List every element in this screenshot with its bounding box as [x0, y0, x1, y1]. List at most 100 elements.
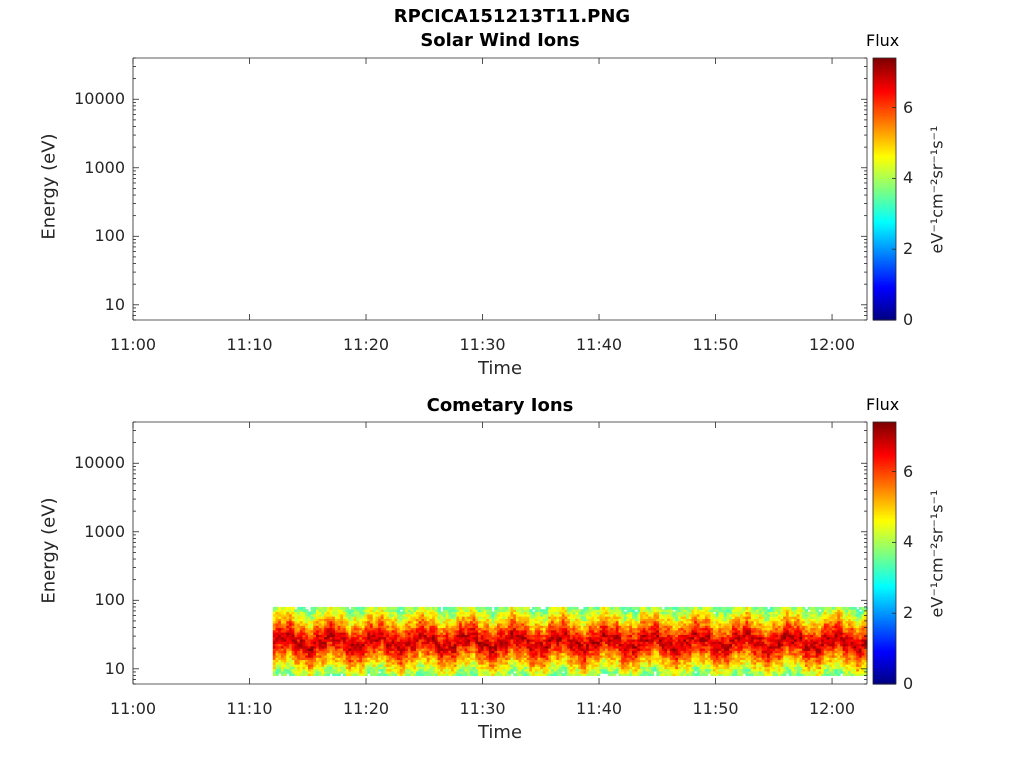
heatmap-cell — [548, 611, 552, 615]
heatmap-cell — [621, 661, 625, 665]
heatmap-cell — [553, 620, 557, 624]
heatmap-cell — [583, 609, 587, 613]
heatmap-cell — [326, 652, 331, 656]
heatmap-cell — [299, 664, 304, 667]
heatmap-cell — [275, 636, 279, 640]
heatmap-cell — [337, 618, 341, 622]
heatmap-cell — [575, 627, 579, 631]
heatmap-cell — [551, 625, 555, 629]
heatmap-cell — [364, 636, 368, 640]
heatmap-cell — [391, 627, 395, 631]
heatmap-cell — [337, 659, 341, 663]
heatmap-cell — [578, 657, 582, 661]
heatmap-cell — [299, 643, 304, 647]
heatmap-cell — [596, 648, 601, 651]
heatmap-cell — [659, 634, 663, 638]
heatmap-cell — [496, 618, 501, 622]
heatmap-cell — [407, 611, 412, 615]
heatmap-cell — [680, 652, 684, 656]
heatmap-cell — [553, 613, 557, 617]
heatmap-cell — [391, 673, 395, 677]
heatmap-cell — [699, 643, 703, 647]
heatmap-cell — [632, 659, 636, 663]
heatmap-cell — [534, 666, 539, 670]
heatmap-cell — [310, 629, 314, 633]
heatmap-cell — [505, 622, 509, 626]
heatmap-cell — [513, 613, 517, 617]
heatmap-cell — [494, 613, 498, 617]
heatmap-cell — [421, 638, 425, 642]
heatmap-cell — [650, 664, 655, 667]
heatmap-cell — [475, 629, 479, 633]
heatmap-cell — [445, 611, 449, 615]
heatmap-cell — [588, 616, 593, 619]
heatmap-cell — [578, 650, 582, 654]
heatmap-cell — [594, 609, 598, 613]
heatmap-cell — [359, 609, 363, 613]
heatmap-cell — [486, 638, 490, 642]
heatmap-cell — [580, 609, 585, 613]
heatmap-cell — [383, 620, 387, 624]
heatmap-cell — [280, 622, 285, 626]
heatmap-cell — [683, 625, 687, 629]
heatmap-cell — [699, 652, 703, 656]
heatmap-cell — [318, 670, 323, 674]
heatmap-cell — [618, 654, 622, 658]
heatmap-cell — [629, 606, 633, 610]
heatmap-cell — [602, 668, 606, 672]
heatmap-cell — [605, 657, 609, 661]
heatmap-cell — [548, 609, 552, 613]
heatmap-cell — [621, 634, 625, 638]
heatmap-cell — [332, 620, 336, 624]
heatmap-cell — [378, 673, 382, 677]
colorbar-swatch — [873, 130, 896, 133]
heatmap-cell — [351, 622, 355, 626]
heatmap-cell — [661, 657, 666, 661]
heatmap-cell — [553, 661, 557, 665]
heatmap-cell — [329, 616, 333, 619]
heatmap-cell — [289, 659, 293, 663]
heatmap-cell — [407, 650, 412, 654]
heatmap-cell — [280, 668, 285, 672]
heatmap-cell — [329, 650, 333, 654]
heatmap-cell — [426, 661, 431, 665]
heatmap-cell — [275, 659, 279, 663]
heatmap-cell — [688, 657, 693, 661]
heatmap-cell — [688, 618, 693, 622]
heatmap-cell — [653, 606, 657, 610]
heatmap-cell — [691, 627, 695, 631]
heatmap-cell — [356, 638, 360, 642]
heatmap-cell — [659, 650, 663, 654]
heatmap-cell — [526, 606, 530, 610]
heatmap-cell — [424, 666, 428, 670]
heatmap-cell — [391, 625, 395, 629]
heatmap-cell — [699, 668, 703, 672]
heatmap-cell — [605, 632, 609, 635]
heatmap-cell — [496, 666, 501, 670]
colorbar-swatch — [873, 125, 896, 129]
heatmap-cell — [653, 641, 657, 645]
heatmap-cell — [361, 632, 366, 635]
heatmap-cell — [567, 625, 571, 629]
heatmap-cell — [464, 627, 468, 631]
heatmap-cell — [440, 625, 444, 629]
heatmap-cell — [699, 611, 703, 615]
heatmap-cell — [289, 609, 293, 613]
heatmap-cell — [583, 620, 587, 624]
heatmap-cell — [640, 606, 644, 610]
heatmap-cell — [291, 622, 296, 626]
heatmap-cell — [445, 632, 449, 635]
heatmap-cell — [361, 625, 366, 629]
heatmap-cell — [329, 668, 333, 672]
x-axis-label-cometary: Time — [477, 722, 523, 743]
heatmap-cell — [453, 668, 458, 672]
heatmap-cell — [561, 609, 566, 613]
heatmap-cell — [494, 627, 498, 631]
heatmap-cell — [656, 634, 660, 638]
heatmap-cell — [567, 622, 571, 626]
heatmap-cell — [569, 650, 574, 654]
heatmap-cell — [642, 673, 647, 677]
heatmap-cell — [688, 632, 693, 635]
heatmap-cell — [621, 627, 625, 631]
heatmap-cell — [702, 668, 706, 672]
